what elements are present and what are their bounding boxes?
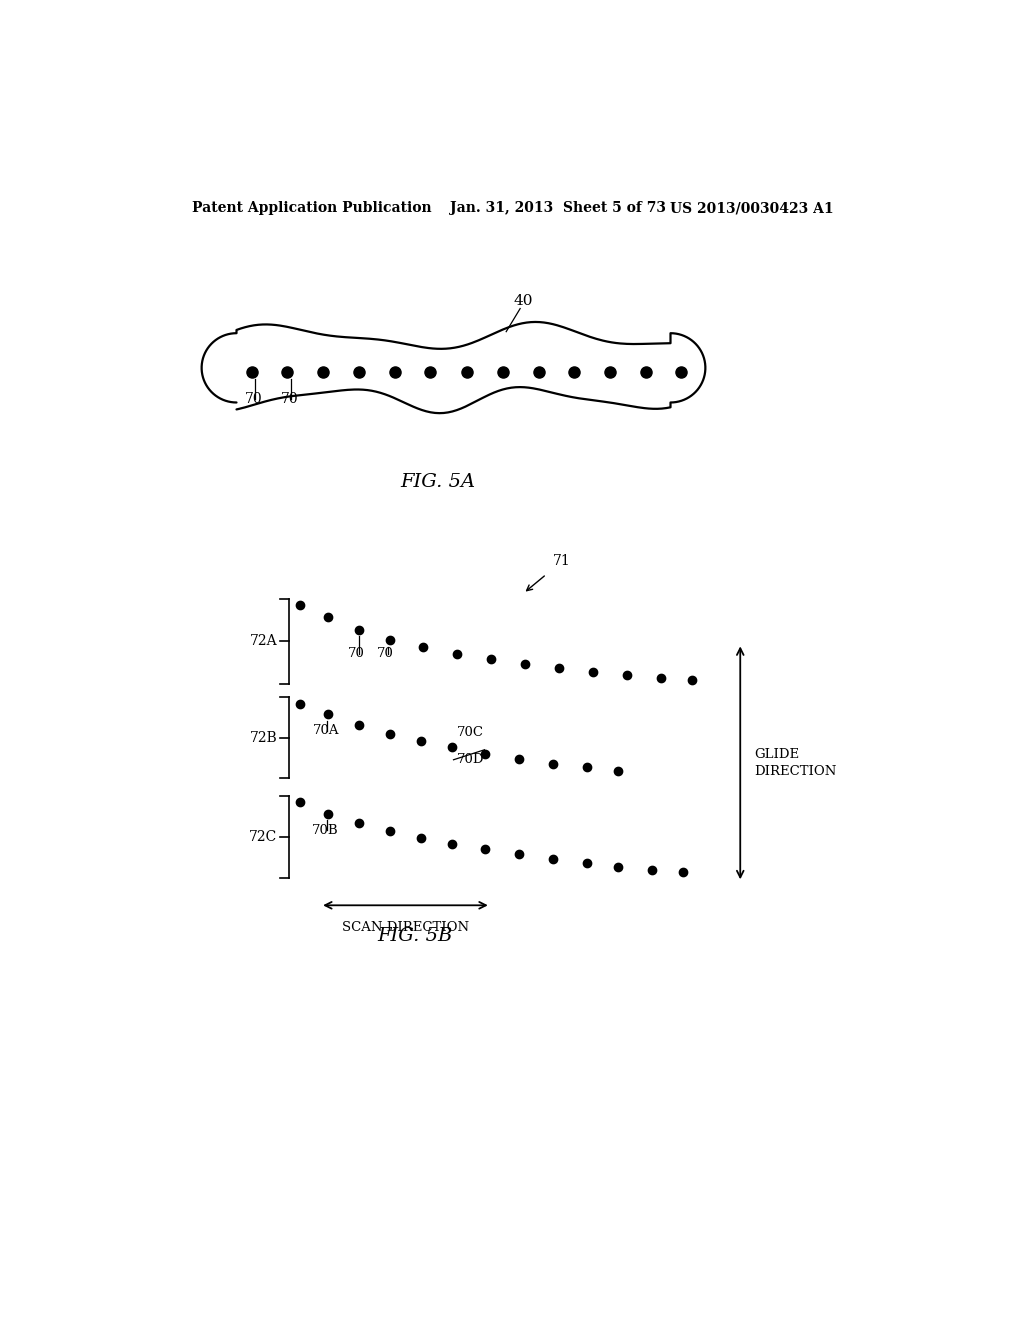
Text: FIG. 5A: FIG. 5A [400, 473, 475, 491]
Text: 70B: 70B [312, 824, 339, 837]
Text: 72C: 72C [249, 830, 278, 843]
Text: US 2013/0030423 A1: US 2013/0030423 A1 [671, 202, 835, 215]
Text: Jan. 31, 2013  Sheet 5 of 73: Jan. 31, 2013 Sheet 5 of 73 [450, 202, 666, 215]
Text: 70C: 70C [457, 726, 483, 739]
Text: 70: 70 [245, 392, 262, 407]
Text: GLIDE
DIRECTION: GLIDE DIRECTION [755, 748, 837, 777]
Text: 70: 70 [348, 647, 366, 660]
Text: 70: 70 [377, 647, 394, 660]
Text: 72B: 72B [250, 731, 278, 744]
Text: 70A: 70A [312, 725, 339, 738]
Text: SCAN DIRECTION: SCAN DIRECTION [342, 921, 469, 933]
Text: 72A: 72A [250, 634, 278, 648]
Text: 70D: 70D [457, 752, 484, 766]
Text: 40: 40 [513, 294, 534, 308]
Text: Patent Application Publication: Patent Application Publication [191, 202, 431, 215]
Text: 71: 71 [553, 554, 570, 568]
Text: 70: 70 [281, 392, 298, 407]
Text: FIG. 5B: FIG. 5B [377, 927, 453, 945]
